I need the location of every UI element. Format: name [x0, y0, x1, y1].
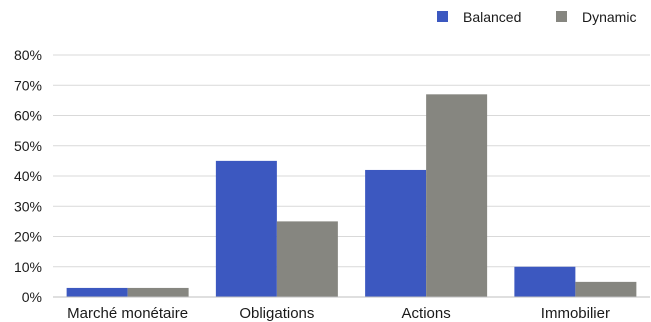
bars	[66, 94, 637, 297]
x-category-label: Obligations	[239, 305, 314, 322]
bar-dynamic-1	[276, 221, 338, 297]
bar-balanced-1	[215, 160, 277, 297]
y-tick-label: 10%	[14, 259, 42, 275]
legend-swatch-balanced	[437, 11, 448, 22]
legend: Balanced Dynamic	[437, 9, 636, 25]
y-tick-label: 0%	[22, 289, 42, 305]
y-tick-label: 30%	[14, 198, 42, 214]
x-category-label: Immobilier	[541, 305, 610, 322]
y-tick-label: 50%	[14, 138, 42, 154]
legend-label-balanced: Balanced	[463, 9, 521, 25]
x-category-label: Actions	[402, 305, 451, 322]
bar-dynamic-0	[127, 287, 189, 297]
x-axis-category-labels: Marché monétaire Obligations Actions Immobi…	[67, 305, 610, 322]
bar-dynamic-2	[426, 94, 488, 297]
gridlines	[53, 54, 650, 268]
legend-swatch-dynamic	[556, 11, 567, 22]
bar-balanced-3	[514, 266, 576, 297]
x-category-label: Marché monétaire	[67, 305, 188, 322]
y-tick-label: 70%	[14, 77, 42, 93]
bar-balanced-0	[66, 287, 128, 297]
legend-label-dynamic: Dynamic	[582, 9, 636, 25]
y-tick-label: 60%	[14, 108, 42, 124]
y-tick-label: 20%	[14, 229, 42, 245]
bar-balanced-2	[365, 169, 427, 297]
y-axis-tick-labels: 0% 10% 20% 30% 40% 50% 60% 70% 80%	[14, 47, 42, 305]
y-tick-label: 80%	[14, 47, 42, 63]
bar-dynamic-3	[575, 281, 637, 297]
y-tick-label: 40%	[14, 168, 42, 184]
